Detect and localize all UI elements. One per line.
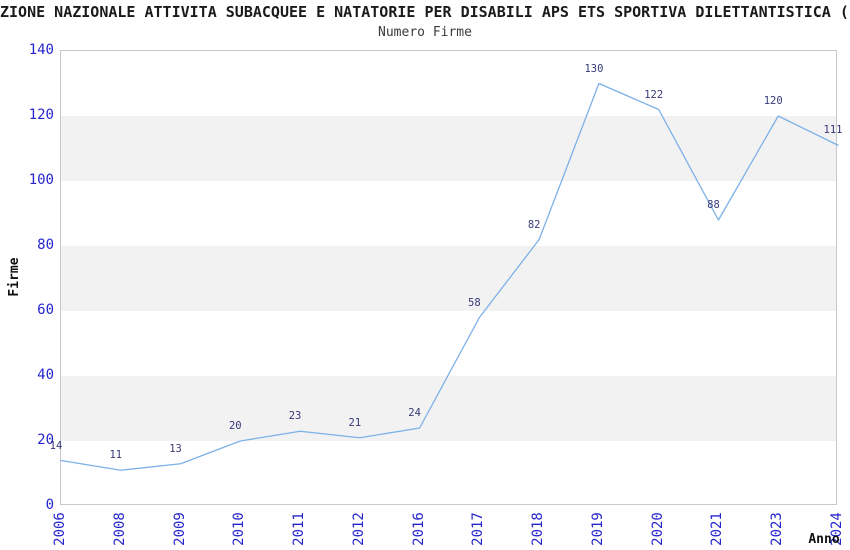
y-tick-label: 60 [37, 302, 54, 318]
x-tick-label: 2016 [410, 512, 427, 546]
x-tick-label: 2010 [231, 512, 248, 546]
x-tick-label: 2020 [649, 512, 666, 546]
point-label: 20 [228, 420, 242, 432]
point-label: 122 [644, 88, 664, 101]
x-tick-label: 2019 [589, 512, 606, 546]
data-line [60, 82, 839, 471]
line-series [60, 82, 839, 471]
chart-subtitle: Numero Firme [378, 25, 472, 40]
point-label: 111 [823, 124, 843, 137]
y-tick-label: 40 [37, 367, 54, 383]
y-tick-label: 80 [37, 237, 54, 253]
point-label: 88 [707, 199, 720, 211]
point-label: 23 [288, 410, 302, 423]
point-label: 11 [109, 449, 123, 462]
chart-title: ZIONE NAZIONALE ATTIVITA SUBACQUEE E NAT… [0, 4, 850, 20]
x-tick-label: 2018 [530, 512, 547, 546]
x-tick-label: 2011 [291, 512, 308, 546]
y-tick-label: 20 [37, 432, 54, 448]
x-axis-title: Anno [808, 532, 840, 547]
x-tick-label: 2017 [470, 512, 487, 546]
point-label: 58 [468, 296, 481, 309]
x-tick-label: 2021 [709, 512, 726, 546]
y-tick-label: 120 [28, 107, 54, 123]
y-tick-label: 100 [28, 172, 54, 188]
x-tick-label: 2023 [769, 512, 786, 546]
x-tick-label: 2008 [111, 512, 128, 546]
x-tick-label: 2012 [350, 512, 367, 546]
x-tick-label: 2009 [171, 512, 188, 546]
point-label: 21 [348, 416, 362, 429]
point-label: 14 [49, 439, 63, 452]
y-tick-label: 0 [45, 497, 54, 513]
x-tick-label: 2006 [52, 512, 68, 546]
y-tick-label: 140 [28, 42, 54, 58]
point-label: 130 [584, 62, 604, 75]
point-label: 13 [169, 442, 182, 455]
point-label: 120 [763, 95, 783, 107]
y-axis-title: Firme [7, 257, 22, 297]
point-label: 24 [408, 407, 421, 419]
point-label: 82 [527, 218, 541, 231]
plot-area [60, 50, 839, 505]
